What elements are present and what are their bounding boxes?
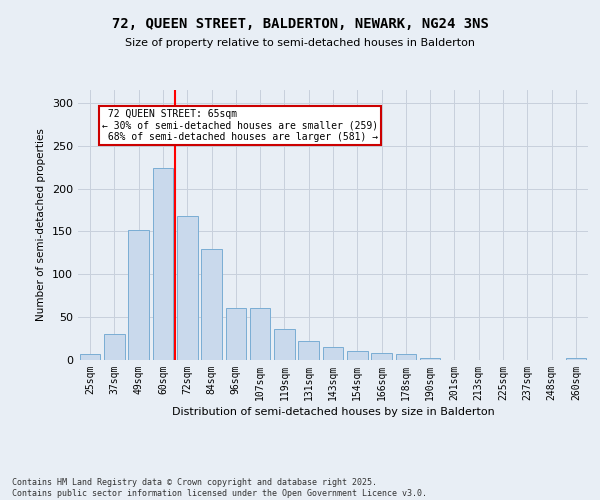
X-axis label: Distribution of semi-detached houses by size in Balderton: Distribution of semi-detached houses by … bbox=[172, 407, 494, 417]
Bar bbox=[395, 354, 416, 360]
Bar bbox=[250, 308, 271, 360]
Text: 72 QUEEN STREET: 65sqm
← 30% of semi-detached houses are smaller (259)
 68% of s: 72 QUEEN STREET: 65sqm ← 30% of semi-det… bbox=[102, 109, 379, 142]
Bar bbox=[128, 230, 149, 360]
Bar bbox=[104, 334, 125, 360]
Bar bbox=[201, 248, 222, 360]
Bar bbox=[274, 329, 295, 360]
Text: Size of property relative to semi-detached houses in Balderton: Size of property relative to semi-detach… bbox=[125, 38, 475, 48]
Bar bbox=[323, 347, 343, 360]
Bar bbox=[298, 341, 319, 360]
Y-axis label: Number of semi-detached properties: Number of semi-detached properties bbox=[37, 128, 46, 322]
Bar bbox=[80, 354, 100, 360]
Bar bbox=[566, 358, 586, 360]
Bar bbox=[371, 353, 392, 360]
Bar bbox=[347, 352, 368, 360]
Bar bbox=[177, 216, 197, 360]
Text: 72, QUEEN STREET, BALDERTON, NEWARK, NG24 3NS: 72, QUEEN STREET, BALDERTON, NEWARK, NG2… bbox=[112, 18, 488, 32]
Bar bbox=[420, 358, 440, 360]
Bar bbox=[152, 168, 173, 360]
Text: Contains HM Land Registry data © Crown copyright and database right 2025.
Contai: Contains HM Land Registry data © Crown c… bbox=[12, 478, 427, 498]
Bar bbox=[226, 308, 246, 360]
